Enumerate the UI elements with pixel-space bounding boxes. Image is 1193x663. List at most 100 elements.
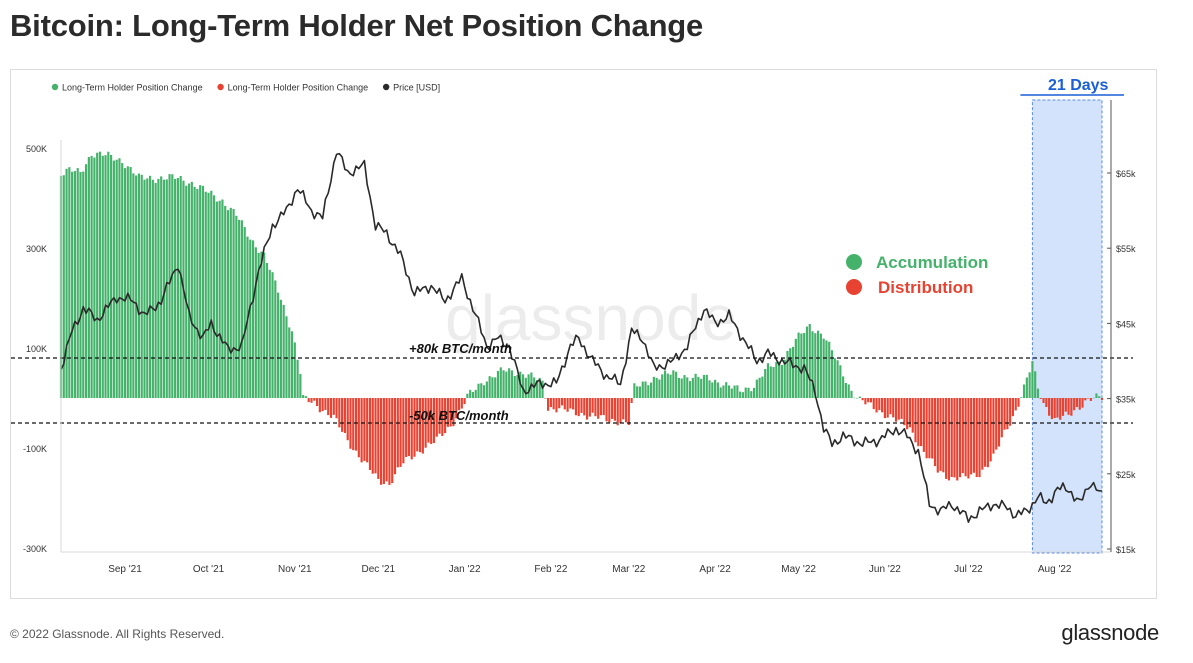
position-change-bar	[544, 398, 547, 399]
position-change-bar	[207, 192, 210, 398]
position-change-bar	[808, 323, 811, 398]
position-change-bar	[201, 185, 205, 398]
position-change-bar	[366, 398, 369, 463]
position-change-bar	[972, 398, 976, 473]
position-change-bar	[318, 398, 321, 413]
position-change-bar	[279, 299, 282, 398]
position-change-bar	[315, 398, 319, 407]
legend-label: Long-Term Holder Position Change	[228, 83, 369, 93]
position-change-bar	[950, 398, 953, 477]
position-change-bar	[708, 380, 711, 398]
position-change-bar	[432, 398, 436, 443]
position-change-bar	[446, 398, 449, 427]
position-change-bar	[855, 397, 859, 399]
position-change-bar	[903, 398, 906, 426]
position-change-bar	[343, 398, 346, 433]
position-change-bar	[137, 173, 141, 398]
position-change-bar	[135, 175, 138, 398]
position-change-bar	[883, 398, 886, 419]
highlight-window	[1031, 99, 1103, 554]
position-change-bar	[989, 398, 992, 462]
position-change-bar	[335, 398, 338, 419]
position-change-bar	[619, 398, 622, 423]
position-change-bar	[747, 387, 750, 398]
position-change-bar	[171, 174, 174, 398]
position-change-bar	[221, 199, 224, 398]
position-change-bar	[1081, 398, 1084, 408]
x-tick-label: Nov '21	[278, 564, 312, 575]
position-change-bar	[630, 398, 633, 403]
position-change-bar	[402, 398, 405, 464]
position-change-bar	[917, 398, 920, 447]
x-tick-label: Oct '21	[193, 564, 225, 575]
y-right-tick-label: $45k	[1116, 319, 1136, 329]
position-change-bar	[457, 398, 461, 411]
position-change-bar	[588, 398, 591, 417]
position-change-bar	[1050, 398, 1053, 420]
position-change-bar	[452, 398, 455, 427]
position-change-bar	[814, 333, 817, 398]
glassnode-logo[interactable]: glassnode	[1061, 620, 1159, 645]
position-change-bar	[299, 374, 302, 398]
position-change-bar	[140, 174, 143, 398]
position-change-bar	[104, 155, 107, 398]
position-change-bar	[780, 364, 783, 398]
position-change-bar	[327, 398, 330, 416]
position-change-bar	[967, 398, 970, 479]
position-change-bar	[363, 398, 366, 461]
position-change-bar	[471, 391, 475, 398]
y-right-tick-label: $25k	[1116, 470, 1136, 480]
position-change-bar	[945, 398, 948, 479]
position-change-bar	[535, 380, 539, 398]
position-change-bar	[123, 168, 127, 398]
position-change-bar	[830, 350, 834, 398]
position-change-bar	[547, 398, 550, 411]
position-change-bar	[229, 207, 232, 398]
position-change-bar	[199, 185, 202, 398]
position-change-bar	[510, 370, 513, 398]
position-change-bar	[922, 398, 925, 452]
position-change-bar	[474, 389, 477, 398]
y-right-tick-label: $15k	[1116, 545, 1136, 555]
position-change-bar	[580, 398, 583, 413]
position-change-bar	[641, 381, 644, 398]
copyright-text: © 2022 Glassnode. All Rights Reserved.	[10, 627, 225, 641]
position-change-bar	[218, 200, 221, 398]
position-change-bar	[680, 378, 683, 398]
position-change-bar	[455, 398, 458, 419]
position-change-bar	[338, 398, 341, 428]
chart-svg: glassnode +80k BTC/month-50k BTC/month 5…	[11, 77, 1136, 575]
position-change-bar	[722, 385, 725, 398]
x-tick-label: Jul '22	[954, 564, 983, 575]
position-change-bar	[485, 381, 488, 398]
position-change-bar	[611, 398, 614, 419]
position-change-bar	[1078, 398, 1081, 410]
position-change-bar	[583, 398, 586, 416]
position-change-bar	[772, 367, 775, 398]
position-change-bar	[243, 227, 246, 398]
y-left-tick-label: 300K	[26, 244, 47, 254]
position-change-bar	[1075, 398, 1079, 408]
x-tick-label: Dec '21	[362, 564, 396, 575]
position-change-bar	[165, 179, 168, 398]
position-change-bar	[605, 398, 608, 422]
position-change-bar	[413, 398, 416, 457]
x-tick-label: Aug '22	[1038, 564, 1072, 575]
position-change-bar	[174, 178, 177, 398]
position-change-bar	[257, 252, 260, 398]
position-change-bar	[98, 151, 102, 398]
position-change-bar	[79, 171, 82, 398]
position-change-bar	[714, 379, 717, 398]
position-change-bar	[789, 348, 792, 398]
position-change-bar	[388, 398, 391, 485]
position-change-bar	[416, 398, 419, 452]
position-change-bar	[805, 326, 809, 398]
position-change-bar	[93, 157, 96, 398]
position-change-bar	[839, 365, 842, 398]
position-change-bar	[277, 292, 280, 398]
position-change-bar	[897, 398, 900, 420]
position-change-bar	[482, 385, 486, 398]
position-change-bar	[71, 171, 74, 398]
legend-dot	[382, 83, 390, 91]
position-change-bar	[271, 272, 274, 398]
